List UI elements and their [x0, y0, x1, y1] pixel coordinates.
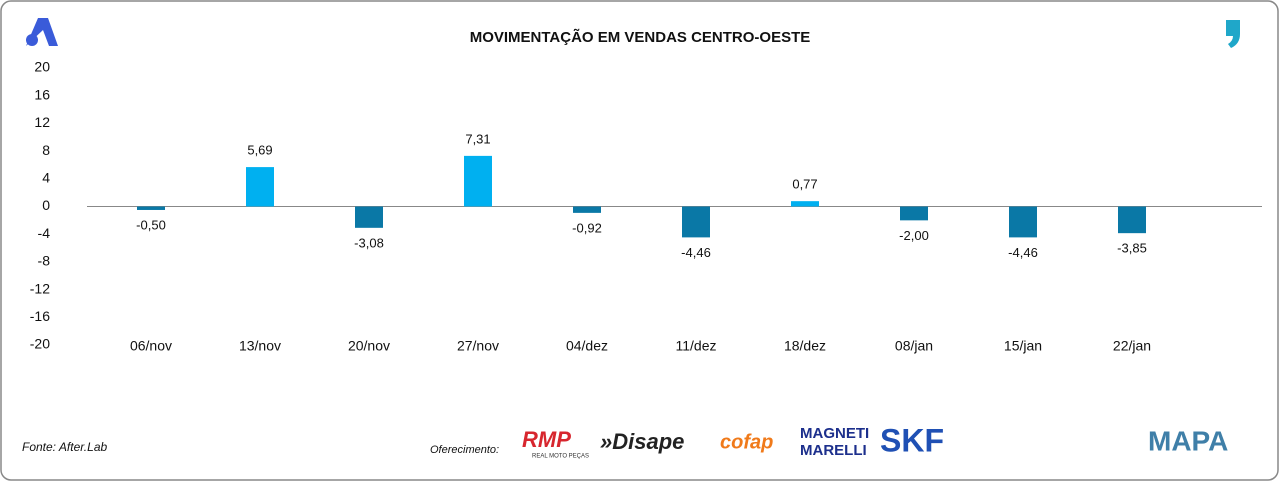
x-tick-label: 04/dez [566, 338, 608, 354]
x-tick-label: 20/nov [348, 338, 390, 354]
value-label: 0,77 [792, 177, 817, 192]
chart-title: MOVIMENTAÇÃO EM VENDAS CENTRO-OESTE [470, 28, 811, 46]
x-tick-label: 27/nov [457, 338, 499, 354]
value-label: -3,08 [354, 235, 384, 250]
value-label: -3,85 [1117, 241, 1147, 256]
x-tick-label: 22/jan [1113, 338, 1151, 354]
y-tick-label: -12 [30, 280, 50, 296]
quote-icon [1226, 20, 1240, 48]
y-tick-label: 20 [34, 59, 50, 75]
x-tick-label: 13/nov [239, 338, 281, 354]
bar [1009, 206, 1037, 238]
bar [1118, 206, 1146, 234]
y-tick-label: 12 [34, 114, 50, 130]
sponsor-logo: MAGNETI [800, 425, 869, 442]
value-label: -0,92 [572, 220, 602, 235]
source: Fonte: After.Lab [22, 440, 107, 454]
y-tick-label: 16 [34, 86, 50, 102]
sponsor-logo: SKF [880, 422, 944, 458]
value-label: 5,69 [247, 143, 272, 158]
x-tick-label: 06/nov [130, 338, 172, 354]
y-tick-label: 8 [42, 142, 50, 158]
bar [573, 206, 601, 213]
sponsor-logo: RMP [522, 427, 571, 452]
brand-logo [26, 18, 58, 46]
sponsor-logo: cofap [720, 431, 773, 453]
x-tick-label: 15/jan [1004, 338, 1042, 354]
bar [900, 206, 928, 221]
value-label: 7,31 [465, 131, 490, 146]
x-tick-label: 08/jan [895, 338, 933, 354]
value-label: -4,46 [681, 245, 711, 260]
bar [246, 167, 274, 207]
y-tick-label: -4 [38, 225, 51, 241]
sponsor-logo: MAPA [1148, 425, 1228, 456]
sponsor-logo: »Disape [600, 429, 684, 454]
x-tick-label: 11/dez [676, 338, 717, 354]
bar [464, 155, 492, 207]
y-tick-label: -8 [38, 253, 51, 269]
value-label: -4,46 [1008, 245, 1038, 260]
bar [355, 206, 383, 228]
sponsor-logo: REAL MOTO PEÇAS [532, 454, 589, 460]
sponsor-label: Oferecimento: [430, 444, 499, 456]
bar [137, 206, 165, 210]
value-label: -2,00 [899, 228, 929, 243]
y-tick-label: 0 [42, 197, 50, 213]
value-label: -0,50 [136, 217, 166, 232]
y-tick-label: 4 [42, 170, 50, 186]
bar [791, 201, 819, 207]
bar [682, 206, 710, 238]
y-tick-label: -20 [30, 336, 50, 352]
x-tick-label: 18/dez [784, 338, 826, 354]
y-tick-label: -16 [30, 308, 50, 324]
sponsor-logo: MARELLI [800, 442, 867, 459]
